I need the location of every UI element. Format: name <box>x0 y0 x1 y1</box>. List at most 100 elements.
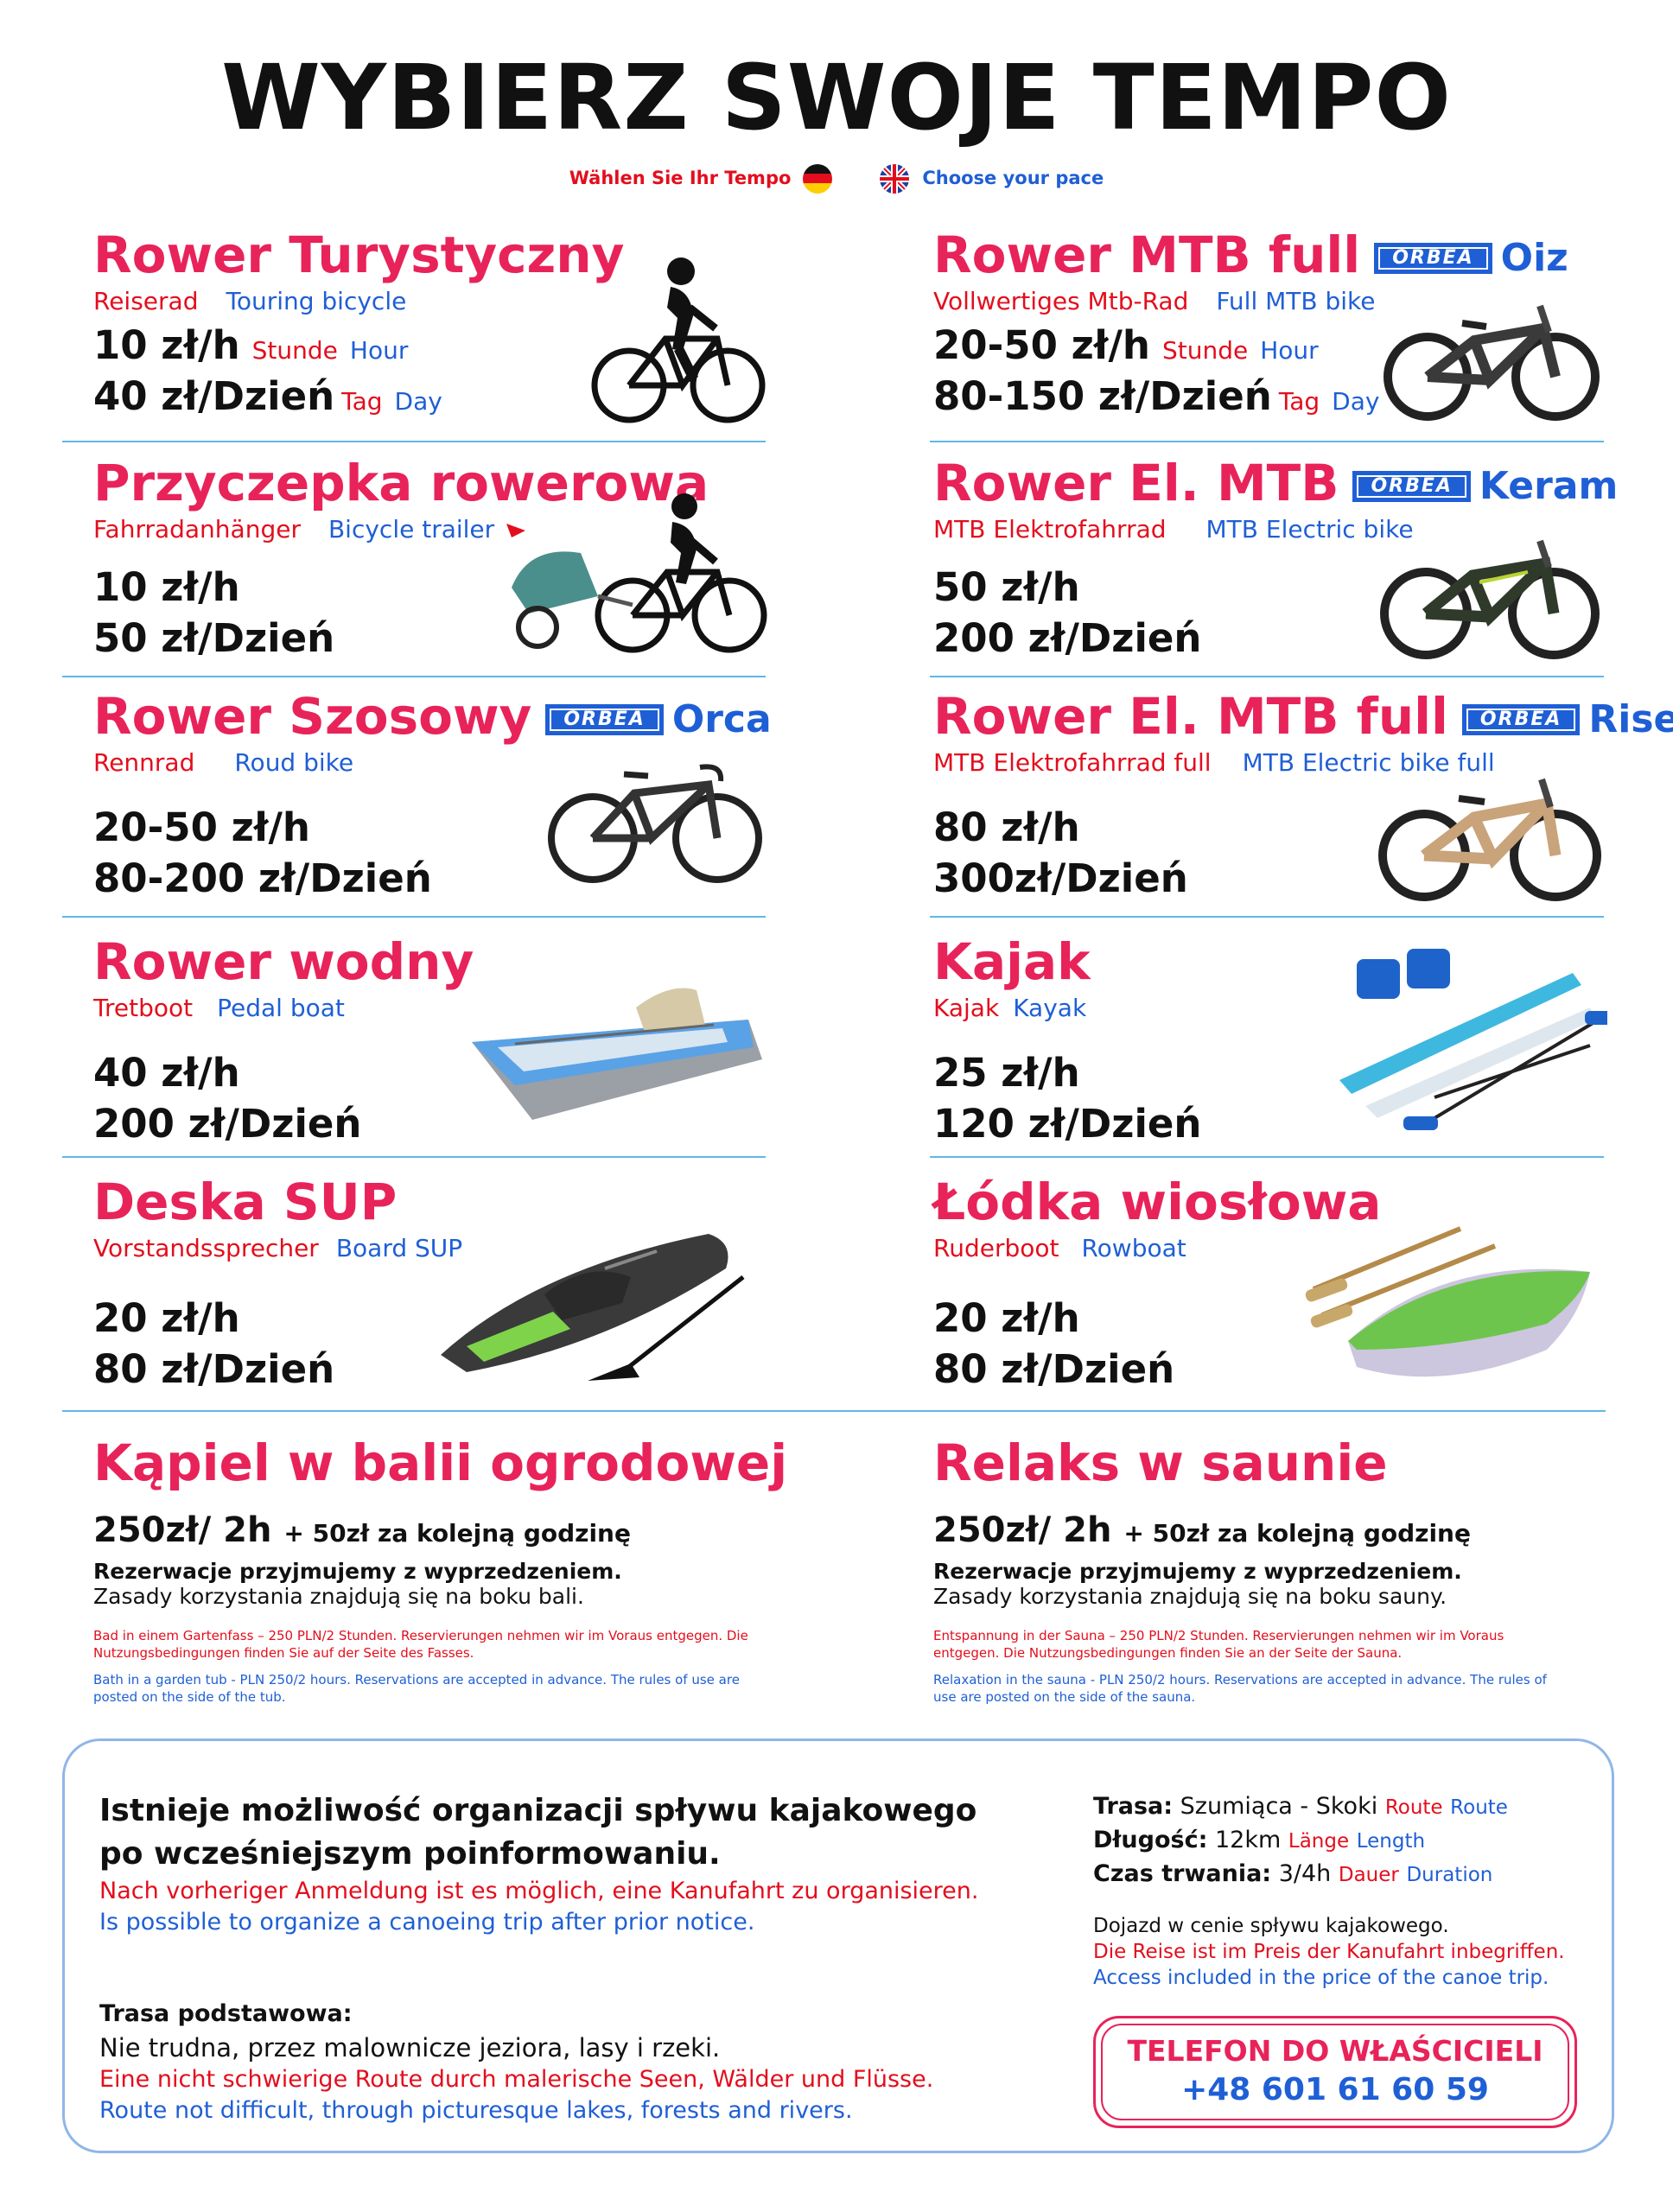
kayak-illustration <box>1339 949 1607 1130</box>
item-title: Rower El. MTB full <box>933 687 1448 746</box>
item-de: Fahrradanhänger <box>93 515 301 543</box>
fact-value: Szumiąca - Skoki <box>1180 1793 1378 1820</box>
item-title: Rower Szosowy <box>93 687 532 746</box>
item-road-bike: Rower Szosowy ORBEA Orca Rennrad Roud bike … <box>93 691 772 904</box>
subtitle-de: Wählen Sie Ihr Tempo <box>569 168 792 188</box>
price-hour: 50 zł/h <box>933 564 1080 610</box>
price-day: 80-200 zł/Dzień <box>93 855 432 901</box>
price-day-value: 80-150 zł/Dzień <box>933 372 1272 419</box>
subtitle-row: Wählen Sie Ihr Tempo Choose your pace <box>0 164 1673 194</box>
item-electric-mtb: Rower El. MTB ORBEA Keram MTB Elektrofahrr… <box>933 458 1618 664</box>
fact-en: Length <box>1356 1830 1426 1853</box>
price-day: 80 zł/Dzień <box>933 1345 1175 1392</box>
item-title: Deska SUP <box>93 1173 398 1231</box>
item-de: Rennrad <box>93 748 195 777</box>
item-en: MTB Electric bike full <box>1242 748 1495 777</box>
access-en: Access included in the price of the cano… <box>1093 1966 1549 1989</box>
item-subtitles: MTB Elektrofahrrad full MTB Electric bike… <box>933 748 1673 777</box>
phone-label: TELEFON DO WŁAŚCICIELI <box>1127 2034 1543 2068</box>
item-bicycle-trailer: Przyczepka rowerowa Fahrradanhänger Bicyc… <box>93 458 709 664</box>
sauna-price-row: 250zł/ 2h + 50zł za kolejną godzinę <box>933 1510 1555 1550</box>
item-subtitles: Tretboot Pedal boat <box>93 994 474 1022</box>
price-day: 80 zł/Dzień <box>93 1345 335 1392</box>
price-hour: 10 zł/h Stunde Hour <box>93 321 624 372</box>
access-de: Die Reise ist im Preis der Kanufahrt inb… <box>1093 1940 1565 1963</box>
bath-de: Bad in einem Gartenfass – 250 PLN/2 Stun… <box>93 1628 748 1661</box>
orbea-logo: ORBEA <box>545 703 664 735</box>
unit-de: Tag <box>341 386 383 416</box>
divider <box>62 1156 766 1158</box>
item-title: Rower MTB full <box>933 226 1361 284</box>
item-title: Łódka wiosłowa <box>933 1173 1382 1231</box>
fact-label: Czas trwania: <box>1093 1860 1272 1888</box>
divider <box>62 441 766 442</box>
road-bike-illustration <box>548 764 762 883</box>
item-en: Full MTB bike <box>1216 287 1376 315</box>
item-model: Rise <box>1588 696 1673 741</box>
price-day: 120 zł/Dzień <box>933 1100 1202 1147</box>
bath-extra: + 50zł za kolejną godzinę <box>283 1519 631 1548</box>
bath-en: Bath in a garden tub - PLN 250/2 hours. … <box>93 1672 740 1705</box>
electric-mtb-illustration <box>1380 539 1600 659</box>
item-de: Tretboot <box>93 994 194 1022</box>
owner-phone-box: TELEFON DO WŁAŚCICIELI +48 601 61 60 59 <box>1093 2016 1577 2128</box>
orbea-logo: ORBEA <box>1352 470 1471 502</box>
item-title-row: Rower El. MTB full ORBEA Rise <box>933 691 1673 741</box>
kayak-lead-en: Is possible to organize a canoeing trip … <box>99 1909 755 1936</box>
page-title: WYBIERZ SWOJE TEMPO <box>221 45 1452 150</box>
item-title-row: Rower MTB full ORBEA Oiz <box>933 230 1568 280</box>
divider <box>62 916 766 918</box>
kayak-lead-de: Nach vorheriger Anmeldung ist es möglich… <box>99 1878 979 1904</box>
kayak-lead: Istnieje możliwość organizacji spływu ka… <box>99 1789 976 1877</box>
fact-value: 12km <box>1215 1827 1282 1854</box>
item-title-row: Rower El. MTB ORBEA Keram <box>933 458 1618 508</box>
fact-route: Trasa: Szumiąca - Skoki Route Route <box>1093 1789 1508 1823</box>
fact-de: Länge <box>1288 1830 1350 1853</box>
fact-de: Route <box>1384 1796 1443 1819</box>
sauna-de: Entspannung in der Sauna – 250 PLN/2 Stu… <box>933 1628 1504 1661</box>
price-hour: 40 zł/h <box>93 1050 240 1096</box>
fact-de: Dauer <box>1338 1864 1399 1887</box>
bath-section: Kąpiel w balii ogrodowej 250zł/ 2h + 50z… <box>93 1433 788 1706</box>
price-hour: 20-50 zł/h <box>93 804 310 850</box>
price-day: 200 zł/Dzień <box>93 1100 362 1147</box>
item-en: Touring bicycle <box>226 287 407 315</box>
unit-en: Day <box>394 386 442 416</box>
orbea-logo: ORBEA <box>1461 703 1581 735</box>
sup-board-illustration <box>441 1234 745 1381</box>
mtb-bike-illustration <box>1384 304 1600 421</box>
price-hour: 25 zł/h <box>933 1050 1080 1096</box>
fact-label: Długość: <box>1093 1827 1208 1854</box>
price-day: 300zł/Dzień <box>933 855 1188 901</box>
kayak-lead-line: Istnieje możliwość organizacji spływu ka… <box>99 1793 977 1828</box>
unit-en: Hour <box>349 336 409 365</box>
item-subtitles: MTB Elektrofahrrad MTB Electric bike <box>933 515 1618 543</box>
bath-reserve: Rezerwacje przyjmujemy z wyprzedzeniem. <box>93 1559 622 1584</box>
sauna-section: Relaks w saunie 250zł/ 2h + 50zł za kole… <box>933 1438 1555 1706</box>
unit-de: Stunde <box>251 336 338 365</box>
item-de: MTB Elektrofahrrad full <box>933 748 1212 777</box>
sauna-rules: Zasady korzystania znajdują się na boku … <box>933 1584 1447 1609</box>
touring-bicycle-illustration <box>591 257 766 423</box>
unit-de: Tag <box>1278 386 1320 416</box>
item-en: MTB Electric bike <box>1205 515 1414 543</box>
sauna-reserve: Rezerwacje przyjmujemy z wyprzedzeniem. <box>933 1559 1462 1584</box>
item-mtb-full: Rower MTB full ORBEA Oiz Vollwertiges Mtb-… <box>933 230 1568 422</box>
item-subtitles: Vollwertiges Mtb-Rad Full MTB bike <box>933 287 1568 315</box>
item-model: Keram <box>1479 463 1619 508</box>
kayak-lead-line: po wcześniejszym poinformowaniu. <box>99 1836 721 1872</box>
electric-mtb-full-illustration <box>1378 778 1601 901</box>
item-en: Bicycle trailer <box>328 515 495 543</box>
item-subtitles: Reiserad Touring bicycle <box>93 287 624 315</box>
phone-number[interactable]: +48 601 61 60 59 <box>1181 2072 1489 2107</box>
sauna-en: Relaxation in the sauna - PLN 250/2 hour… <box>933 1672 1547 1705</box>
route-heading: Trasa podstawowa: <box>99 2000 353 2027</box>
price-hour-value: 20-50 zł/h <box>933 322 1150 368</box>
price-day: 50 zł/Dzień <box>93 614 335 661</box>
divider <box>930 676 1604 677</box>
uk-flag-icon <box>880 164 910 194</box>
price-day: 40 zł/Dzień Tag Day <box>93 372 624 423</box>
sauna-price: 250zł/ 2h <box>933 1510 1112 1550</box>
divider <box>930 916 1604 918</box>
bath-title: Kąpiel w balii ogrodowej <box>93 1433 788 1492</box>
